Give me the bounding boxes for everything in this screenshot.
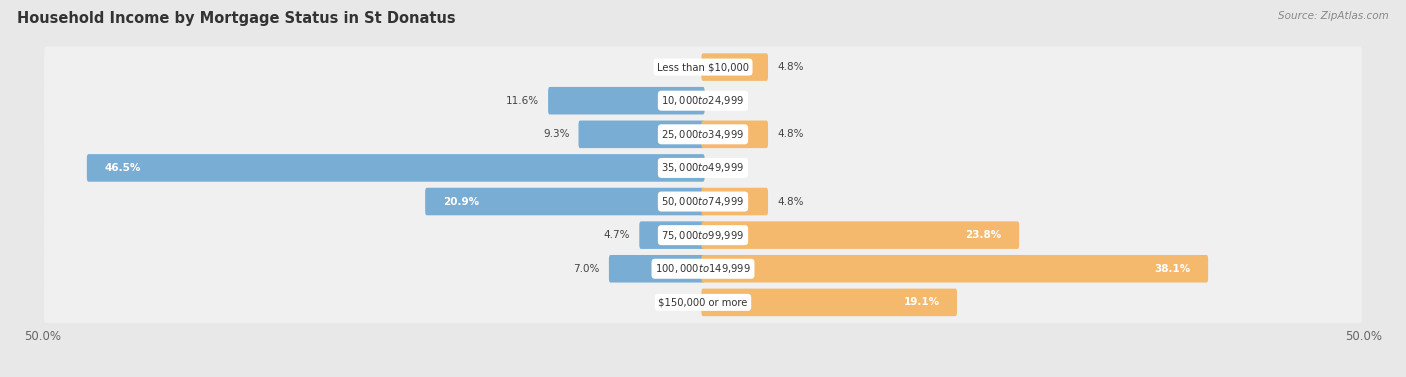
Text: 7.0%: 7.0% — [574, 264, 600, 274]
FancyBboxPatch shape — [702, 288, 957, 316]
Text: Source: ZipAtlas.com: Source: ZipAtlas.com — [1278, 11, 1389, 21]
FancyBboxPatch shape — [44, 147, 1362, 188]
FancyBboxPatch shape — [578, 121, 704, 148]
Text: 20.9%: 20.9% — [443, 196, 479, 207]
Text: 0.0%: 0.0% — [714, 163, 740, 173]
Text: $75,000 to $99,999: $75,000 to $99,999 — [661, 228, 745, 242]
Text: 4.7%: 4.7% — [603, 230, 630, 240]
FancyBboxPatch shape — [44, 80, 1362, 121]
Text: 9.3%: 9.3% — [543, 129, 569, 139]
FancyBboxPatch shape — [44, 47, 1362, 87]
FancyBboxPatch shape — [44, 181, 1362, 222]
FancyBboxPatch shape — [702, 53, 768, 81]
Text: 0.0%: 0.0% — [666, 62, 692, 72]
FancyBboxPatch shape — [425, 188, 704, 215]
Text: $150,000 or more: $150,000 or more — [658, 297, 748, 307]
Text: 4.8%: 4.8% — [778, 196, 803, 207]
Text: $25,000 to $34,999: $25,000 to $34,999 — [661, 128, 745, 141]
Text: 46.5%: 46.5% — [104, 163, 141, 173]
FancyBboxPatch shape — [44, 215, 1362, 256]
FancyBboxPatch shape — [548, 87, 704, 115]
Text: 38.1%: 38.1% — [1154, 264, 1191, 274]
Text: 0.0%: 0.0% — [714, 96, 740, 106]
FancyBboxPatch shape — [702, 221, 1019, 249]
Text: Less than $10,000: Less than $10,000 — [657, 62, 749, 72]
FancyBboxPatch shape — [44, 282, 1362, 323]
Text: $50,000 to $74,999: $50,000 to $74,999 — [661, 195, 745, 208]
FancyBboxPatch shape — [702, 121, 768, 148]
FancyBboxPatch shape — [702, 188, 768, 215]
FancyBboxPatch shape — [87, 154, 704, 182]
FancyBboxPatch shape — [44, 114, 1362, 155]
FancyBboxPatch shape — [609, 255, 704, 282]
Text: 4.8%: 4.8% — [778, 62, 803, 72]
Text: Household Income by Mortgage Status in St Donatus: Household Income by Mortgage Status in S… — [17, 11, 456, 26]
Legend: Without Mortgage, With Mortgage: Without Mortgage, With Mortgage — [568, 374, 838, 377]
Text: 19.1%: 19.1% — [904, 297, 939, 307]
Text: $35,000 to $49,999: $35,000 to $49,999 — [661, 161, 745, 175]
FancyBboxPatch shape — [702, 255, 1208, 282]
Text: $10,000 to $24,999: $10,000 to $24,999 — [661, 94, 745, 107]
Text: 11.6%: 11.6% — [506, 96, 538, 106]
Text: $100,000 to $149,999: $100,000 to $149,999 — [655, 262, 751, 275]
Text: 23.8%: 23.8% — [966, 230, 1001, 240]
FancyBboxPatch shape — [44, 248, 1362, 289]
Text: 4.8%: 4.8% — [778, 129, 803, 139]
Text: 0.0%: 0.0% — [666, 297, 692, 307]
FancyBboxPatch shape — [640, 221, 704, 249]
